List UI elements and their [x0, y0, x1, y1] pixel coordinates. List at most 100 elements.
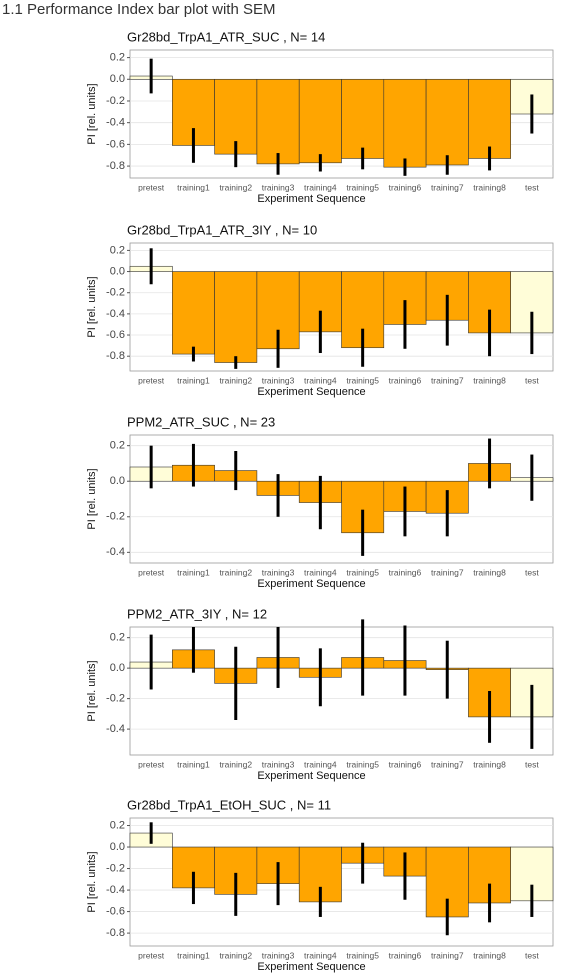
y-tick-label: -0.6	[106, 138, 125, 150]
x-tick-label: training3	[262, 759, 295, 769]
chart-title: Gr28bd_TrpA1_EtOH_SUC , N= 11	[127, 797, 331, 812]
x-tick-label: pretest	[138, 567, 165, 577]
x-tick-label: training2	[219, 759, 252, 769]
x-tick-label: training6	[389, 182, 422, 192]
x-tick-label: training4	[304, 950, 337, 960]
x-tick-label: training8	[473, 950, 506, 960]
chart-title: PPM2_ATR_SUC , N= 23	[127, 414, 275, 429]
y-tick-label: -0.6	[106, 329, 125, 341]
y-tick-label: -0.6	[106, 905, 125, 917]
bar	[341, 78, 385, 159]
x-axis-label: Experiment Sequence	[257, 578, 365, 590]
x-tick-label: test	[525, 759, 539, 769]
x-tick-label: training2	[219, 375, 252, 385]
x-tick-label: training3	[262, 375, 295, 385]
x-tick-label: training6	[389, 567, 422, 577]
y-tick-label: 0.2	[110, 51, 125, 63]
x-tick-label: training5	[346, 182, 379, 192]
x-tick-label: training7	[431, 950, 464, 960]
bar-chart: Gr28bd_TrpA1_ATR_3IY , N= 100.2 0.0 -0.2 -0…	[86, 222, 554, 398]
x-tick-label: training8	[473, 759, 506, 769]
x-tick-label: pretest	[138, 375, 165, 385]
x-tick-label: training6	[389, 759, 422, 769]
x-tick-label: training7	[431, 567, 464, 577]
x-tick-label: training1	[177, 567, 210, 577]
y-tick-label: 0.2	[110, 440, 125, 452]
y-tick-label: 0.0	[110, 475, 125, 487]
x-tick-label: training3	[262, 950, 295, 960]
x-tick-label: training1	[177, 950, 210, 960]
x-tick-label: test	[525, 182, 539, 192]
x-axis-label: Experiment Sequence	[257, 961, 365, 973]
x-tick-label: pretest	[138, 950, 165, 960]
y-tick-label: -0.2	[106, 862, 125, 874]
x-tick-label: training6	[389, 950, 422, 960]
y-axis-label: PI [rel. units]	[86, 851, 98, 912]
chart-title: Gr28bd_TrpA1_ATR_3IY , N= 10	[127, 222, 317, 237]
y-tick-label: -0.4	[106, 117, 125, 129]
x-tick-label: test	[525, 950, 539, 960]
y-tick-label: -0.8	[106, 160, 125, 172]
bar	[256, 78, 300, 165]
x-tick-label: training8	[473, 182, 506, 192]
y-tick-label: 0.2	[110, 244, 125, 256]
bar-chart: Gr28bd_TrpA1_ATR_SUC , N= 140.2 0.0 -0.2 -0…	[86, 29, 554, 205]
x-tick-label: training2	[219, 950, 252, 960]
x-tick-label: training5	[346, 375, 379, 385]
x-tick-label: training7	[431, 375, 464, 385]
bar-chart: Gr28bd_TrpA1_EtOH_SUC , N= 110.2 0.0 -0.2 -…	[86, 797, 554, 973]
x-axis-label: Experiment Sequence	[257, 193, 365, 205]
y-tick-label: 0.2	[110, 632, 125, 644]
x-tick-label: test	[525, 567, 539, 577]
x-tick-label: training4	[304, 182, 337, 192]
y-tick-label: -0.8	[106, 927, 125, 939]
x-axis-label: Experiment Sequence	[257, 770, 365, 782]
y-tick-label: -0.4	[106, 308, 125, 320]
x-tick-label: training7	[431, 182, 464, 192]
x-tick-label: pretest	[138, 182, 165, 192]
x-tick-label: training8	[473, 375, 506, 385]
x-tick-label: training1	[177, 182, 210, 192]
bar	[425, 78, 469, 166]
x-tick-label: training2	[219, 182, 252, 192]
x-tick-label: training5	[346, 567, 379, 577]
y-tick-label: 0.2	[110, 819, 125, 831]
x-tick-label: training4	[304, 567, 337, 577]
y-tick-label: 0.0	[110, 841, 125, 853]
y-tick-label: -0.2	[106, 287, 125, 299]
bar	[172, 271, 215, 355]
x-tick-label: training8	[473, 567, 506, 577]
x-tick-label: training7	[431, 759, 464, 769]
y-tick-label: 0.0	[110, 662, 125, 674]
x-tick-label: training5	[346, 759, 379, 769]
y-tick-label: -0.2	[106, 693, 125, 705]
y-tick-label: -0.4	[106, 884, 125, 896]
y-axis-label: PI [rel. units]	[86, 276, 98, 337]
bar	[383, 78, 427, 168]
x-tick-label: training3	[262, 567, 295, 577]
bar-chart: PPM2_ATR_3IY , N= 120.2 0.0 -0.2 -0.4 pretes…	[86, 606, 554, 782]
x-tick-label: training1	[177, 375, 210, 385]
x-tick-label: training3	[262, 182, 295, 192]
x-tick-label: pretest	[138, 759, 165, 769]
y-axis-label: PI [rel. units]	[86, 660, 98, 721]
y-tick-label: -0.4	[106, 546, 125, 558]
y-tick-label: -0.2	[106, 511, 125, 523]
x-tick-label: training4	[304, 759, 337, 769]
y-tick-label: -0.2	[106, 95, 125, 107]
y-tick-label: -0.4	[106, 723, 125, 735]
page-heading: 1.1 Performance Index bar plot with SEM	[2, 1, 275, 18]
y-tick-label: 0.0	[110, 265, 125, 277]
y-tick-label: 0.0	[110, 73, 125, 85]
y-axis-label: PI [rel. units]	[86, 83, 98, 144]
x-tick-label: training1	[177, 759, 210, 769]
x-tick-label: training6	[389, 375, 422, 385]
x-tick-label: training4	[304, 375, 337, 385]
bar-chart: PPM2_ATR_SUC , N= 230.2 0.0 -0.2 -0.4 pretes…	[86, 414, 554, 590]
x-tick-label: training5	[346, 950, 379, 960]
chart-title: PPM2_ATR_3IY , N= 12	[127, 606, 267, 621]
x-axis-label: Experiment Sequence	[257, 386, 365, 398]
x-tick-label: training2	[219, 567, 252, 577]
y-axis-label: PI [rel. units]	[86, 468, 98, 529]
